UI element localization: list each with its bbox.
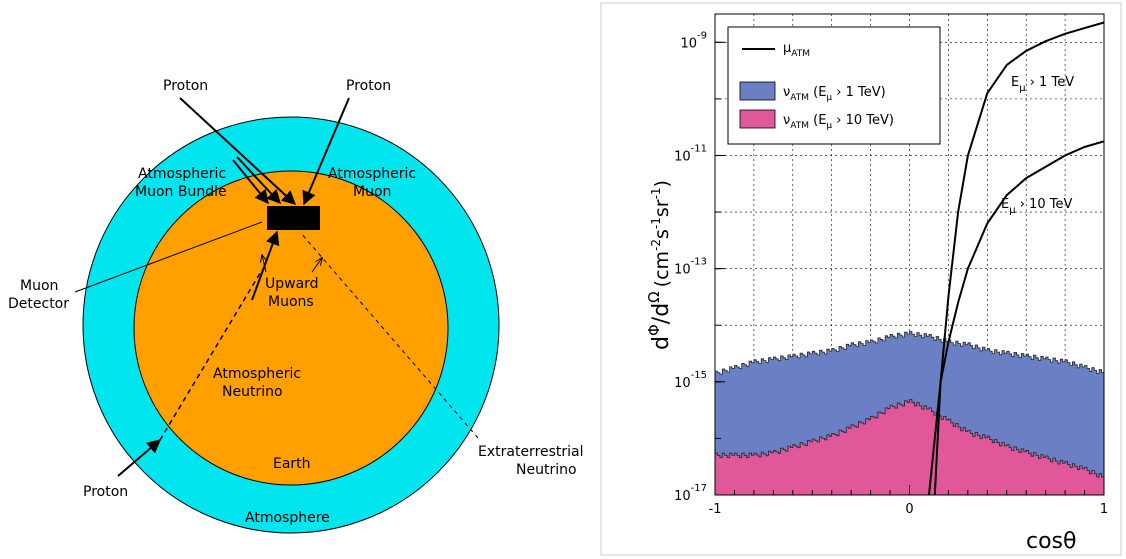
- proton-right-label: Proton: [346, 78, 391, 94]
- legend-entry-muon: μATM: [783, 41, 810, 59]
- legend-swatch-nu-10tev: [739, 109, 776, 129]
- muon-bundle-label-1: Atmospheric: [138, 166, 226, 182]
- muon-curves: [928, 21, 1105, 496]
- y-title-close: ): [651, 180, 673, 187]
- proton-right-arrow: [302, 97, 350, 206]
- detector-label-2: Detector: [8, 296, 69, 312]
- x-tick-label: 1: [1100, 502, 1108, 517]
- annotation-1tev: Eμ › 1 TeV: [1011, 75, 1074, 94]
- detector-label-1: Muon: [20, 278, 58, 294]
- y-axis-title: dΦ/dΩ(cm-2s-1sr-1): [645, 180, 674, 350]
- annotation-10tev: Eμ › 10 TeV: [1001, 197, 1072, 216]
- upward-label-pointer-2: [311, 258, 322, 273]
- x-axis-title: cosθ: [1026, 529, 1076, 554]
- ticks: -1 0 1 10-9 10-11 10-13 10-15 10-17: [674, 30, 1108, 517]
- y-title-unit: (cm: [651, 251, 673, 287]
- y-title-slash: /d: [649, 303, 674, 324]
- y-tick-label: 10-17: [674, 483, 707, 504]
- y-title-s: s: [651, 229, 673, 239]
- legend: μATM νATM (Eμ › 1 TeV) νATM (Eμ › 10 TeV…: [727, 26, 941, 145]
- y-title-omega: Ω: [645, 291, 663, 302]
- proton-bottom-label: Proton: [83, 484, 128, 500]
- extraterrestrial-label-1: Extraterrestrial: [478, 444, 584, 460]
- muon-bundle-label-2: Muon Bundle: [135, 184, 227, 200]
- extraterrestrial-label-2: Neutrino: [516, 462, 577, 478]
- detector-pointer: [74, 221, 263, 293]
- upward-label-2: Muons: [268, 294, 314, 310]
- atmosphere-label: Atmosphere: [245, 510, 330, 526]
- atm-neutrino-dashed: [159, 269, 263, 441]
- proton-left-arrow: [179, 97, 297, 205]
- y-title-exp1: -2: [649, 239, 663, 251]
- earth-disc: [133, 170, 449, 486]
- y-title-sr: sr: [651, 199, 673, 217]
- atm-neutrino-label-2: Neutrino: [222, 384, 283, 400]
- proton-bottom-arrow: [117, 439, 162, 477]
- y-title-d: d: [649, 336, 674, 350]
- y-tick-label: 10-15: [674, 370, 707, 391]
- proton-left-label: Proton: [163, 78, 208, 94]
- upward-label-pointer-1: [262, 255, 266, 273]
- y-title-exp2: -1: [649, 217, 663, 229]
- legend-entry-nu-10tev: νATM (Eμ › 10 TeV): [783, 113, 894, 131]
- legend-entry-nu-1tev: νATM (Eμ › 1 TeV): [783, 85, 886, 103]
- area-series-3: [714, 399, 1105, 496]
- atm-neutrino-label-1: Atmospheric: [213, 366, 301, 382]
- neutrino-areas: [714, 331, 1105, 496]
- y-title-exp3: -1: [649, 187, 663, 199]
- y-tick-label: 10-9: [680, 30, 707, 51]
- y-tick-label: 10-11: [674, 143, 707, 164]
- legend-swatch-nu-1tev: [739, 81, 776, 101]
- atm-muon-label-1: Atmospheric: [328, 166, 416, 182]
- line-series-0: [933, 21, 1105, 496]
- x-tick-label: 0: [905, 502, 913, 517]
- diagram: Proton Proton Atmospheric Muon Bundle At…: [8, 78, 584, 534]
- line-series-1: [928, 140, 1105, 496]
- earth-label: Earth: [273, 456, 311, 472]
- muon-bundle-arrow-1: [232, 159, 269, 205]
- y-tick-label: 10-13: [674, 257, 707, 278]
- y-title-phi: Φ: [645, 324, 663, 336]
- x-tick-label: -1: [709, 502, 722, 517]
- upward-label-1: Upward: [265, 276, 319, 292]
- svg-text:dΦ/dΩ(cm-2s-1sr-1): dΦ/dΩ(cm-2s-1sr-1): [645, 180, 674, 350]
- atm-muon-label-2: Muon: [353, 184, 391, 200]
- extraterrestrial-dashed: [299, 231, 479, 439]
- muon-bundle-arrow-2: [236, 156, 281, 205]
- muon-detector-box: [267, 206, 320, 230]
